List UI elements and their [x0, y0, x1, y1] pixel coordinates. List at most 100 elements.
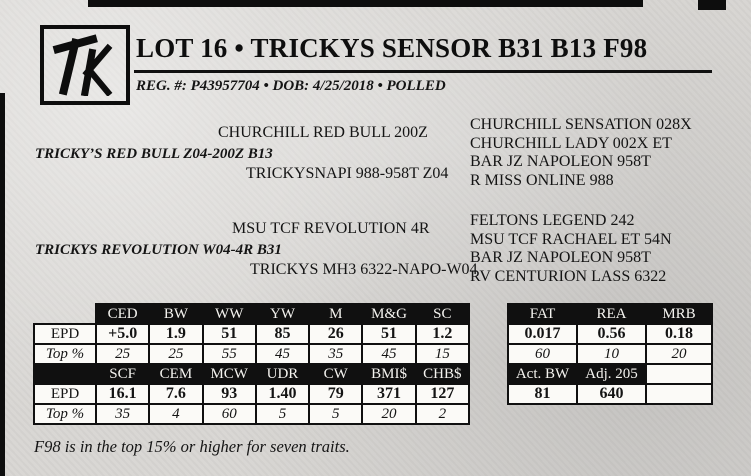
footnote: F98 is in the top 15% or higher for seve…: [34, 437, 350, 456]
top-edge-mark: [88, 0, 643, 7]
top-pct-cell: 20: [361, 403, 417, 425]
top-pct-cell: 45: [361, 343, 417, 365]
weights-header-cell: Act. BW: [507, 363, 578, 385]
sire-name: TRICKY’S RED BULL Z04-200Z B13: [35, 146, 273, 162]
carcass-value-cell: 0.56: [576, 323, 647, 345]
epd-value-cell: 51: [201, 323, 257, 345]
sire-grandparent: R MISS ONLINE 988: [470, 171, 614, 189]
epd-value-row-1: EPD +5.0 1.9 51 85 26 51 1.2: [33, 323, 471, 345]
carcass-top-cell: 60: [507, 343, 578, 365]
carcass-value-cell: 0.017: [507, 323, 578, 345]
epd-row-label: EPD: [33, 383, 97, 405]
epd-header-cell: BMI$: [361, 363, 417, 385]
dam-grandparents: FELTONS LEGEND 242 MSU TCF RACHAEL ET 54…: [470, 212, 672, 286]
epd-header-cell: CEM: [148, 363, 204, 385]
top-right-mark: [698, 0, 726, 10]
weights-value-cell: 640: [576, 383, 647, 405]
top-pct-cell: 25: [94, 343, 151, 365]
carcass-top-cell: 20: [645, 343, 713, 365]
epd-value-cell: 1.40: [254, 383, 311, 405]
dam-grandparent: FELTONS LEGEND 242: [470, 212, 635, 229]
carcass-value-row: 0.017 0.56 0.18: [507, 323, 713, 345]
epd-value-row-2: EPD 16.1 7.6 93 1.40 79 371 127: [33, 383, 471, 405]
epd-value-cell: 93: [201, 383, 257, 405]
epd-top-row-2: Top % 35 4 60 5 5 20 2: [33, 403, 471, 425]
sire-sire-name: CHURCHILL RED BULL 200Z: [218, 124, 428, 141]
epd-header-cell: CED: [94, 303, 151, 325]
epd-header-cell: SCF: [94, 363, 151, 385]
epd-value-cell: 7.6: [148, 383, 204, 405]
epd-value-cell: 16.1: [94, 383, 151, 405]
top-pct-row-label: Top %: [33, 403, 97, 425]
dam-grandparent: MSU TCF RACHAEL ET 54N: [470, 230, 672, 248]
epd-header-cell: YW: [254, 303, 311, 325]
epd-corner-blank: [34, 304, 96, 324]
dam-grandparent: BAR JZ NAPOLEON 958T: [470, 249, 651, 266]
weights-value-cell: 81: [507, 383, 578, 405]
epd-header-cell: CW: [308, 363, 364, 385]
epd-value-cell: 127: [414, 383, 471, 405]
epd-value-cell: +5.0: [94, 323, 151, 345]
top-pct-cell: 2: [414, 403, 471, 425]
dam-grandparent: RV CENTURION LASS 6322: [470, 267, 667, 285]
top-pct-cell: 4: [148, 403, 204, 425]
carcass-header-row: FAT REA MRB: [507, 303, 713, 325]
weights-header-empty-cell: [645, 363, 713, 385]
epd-row-label: EPD: [33, 323, 97, 345]
epd-corner-black: [33, 363, 97, 385]
carcass-top-row: 60 10 20: [507, 343, 713, 365]
weights-header-row: Act. BW Adj. 205: [507, 363, 713, 385]
top-pct-cell: 35: [94, 403, 151, 425]
top-pct-row-label: Top %: [33, 343, 97, 365]
lot-title: LOT 16 • TRICKYS SENSOR B31 B13 F98: [136, 33, 648, 63]
dam-dam-name: TRICKYS MH3 6322-NAPO-W04: [250, 261, 478, 278]
left-edge-mark: [0, 93, 5, 476]
dam-sire-name: MSU TCF REVOLUTION 4R: [232, 220, 430, 237]
top-pct-cell: 35: [308, 343, 364, 365]
brand-logo: [40, 25, 130, 105]
dam-name: TRICKYS REVOLUTION W04-4R B31: [35, 242, 282, 258]
epd-header-cell: WW: [201, 303, 257, 325]
top-pct-cell: 5: [308, 403, 364, 425]
epd-value-cell: 1.2: [414, 323, 471, 345]
carcass-table: FAT REA MRB 0.017 0.56 0.18 60 10 20 Act…: [507, 303, 713, 405]
epd-header-cell: UDR: [254, 363, 311, 385]
top-pct-cell: 25: [148, 343, 204, 365]
sire-grandparent: CHURCHILL SENSATION 028X: [470, 116, 692, 133]
epd-value-cell: 51: [361, 323, 417, 345]
top-pct-cell: 5: [254, 403, 311, 425]
top-pct-cell: 45: [254, 343, 311, 365]
epd-header-cell: M&G: [361, 303, 417, 325]
epd-header-cell: MCW: [201, 363, 257, 385]
header-divider: [134, 70, 712, 73]
sire-grandparent: BAR JZ NAPOLEON 958T: [470, 153, 651, 170]
epd-header-cell: BW: [148, 303, 204, 325]
epd-value-cell: 85: [254, 323, 311, 345]
weights-value-empty-cell: [645, 383, 713, 405]
epd-value-cell: 79: [308, 383, 364, 405]
carcass-header-cell: FAT: [507, 303, 578, 325]
epd-top-row-1: Top % 25 25 55 45 35 45 15: [33, 343, 471, 365]
carcass-top-cell: 10: [576, 343, 647, 365]
epd-header-row-2: SCF CEM MCW UDR CW BMI$ CHB$: [33, 363, 471, 385]
top-pct-cell: 15: [414, 343, 471, 365]
top-pct-cell: 60: [201, 403, 257, 425]
sire-dam-name: TRICKYSNAPI 988-958T Z04: [246, 165, 449, 182]
epd-header-cell: CHB$: [414, 363, 471, 385]
weights-header-cell: Adj. 205: [576, 363, 647, 385]
sire-grandparent: CHURCHILL LADY 002X ET: [470, 134, 672, 152]
epd-header-cell: M: [308, 303, 364, 325]
sire-grandparents: CHURCHILL SENSATION 028X CHURCHILL LADY …: [470, 116, 692, 190]
epd-value-cell: 1.9: [148, 323, 204, 345]
epd-value-cell: 26: [308, 323, 364, 345]
epd-header-cell: SC: [414, 303, 471, 325]
epd-header-row-1: CED BW WW YW M M&G SC: [34, 303, 471, 325]
epd-table: CED BW WW YW M M&G SC EPD +5.0 1.9 51 85…: [33, 303, 471, 425]
tk-brand-icon: [52, 34, 113, 96]
top-pct-cell: 55: [201, 343, 257, 365]
weights-value-row: 81 640: [507, 383, 713, 405]
carcass-header-cell: MRB: [645, 303, 713, 325]
carcass-header-cell: REA: [576, 303, 647, 325]
carcass-value-cell: 0.18: [645, 323, 713, 345]
